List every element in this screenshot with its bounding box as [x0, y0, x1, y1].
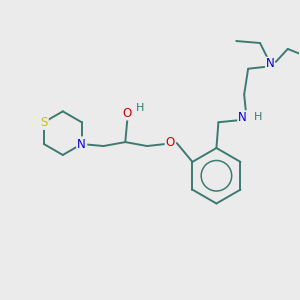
Text: O: O: [123, 107, 132, 120]
Text: S: S: [40, 116, 48, 129]
Text: N: N: [266, 57, 274, 70]
Text: O: O: [165, 136, 175, 148]
Text: H: H: [136, 103, 144, 113]
Text: H: H: [254, 112, 262, 122]
Text: N: N: [238, 111, 247, 124]
Text: N: N: [77, 138, 86, 151]
